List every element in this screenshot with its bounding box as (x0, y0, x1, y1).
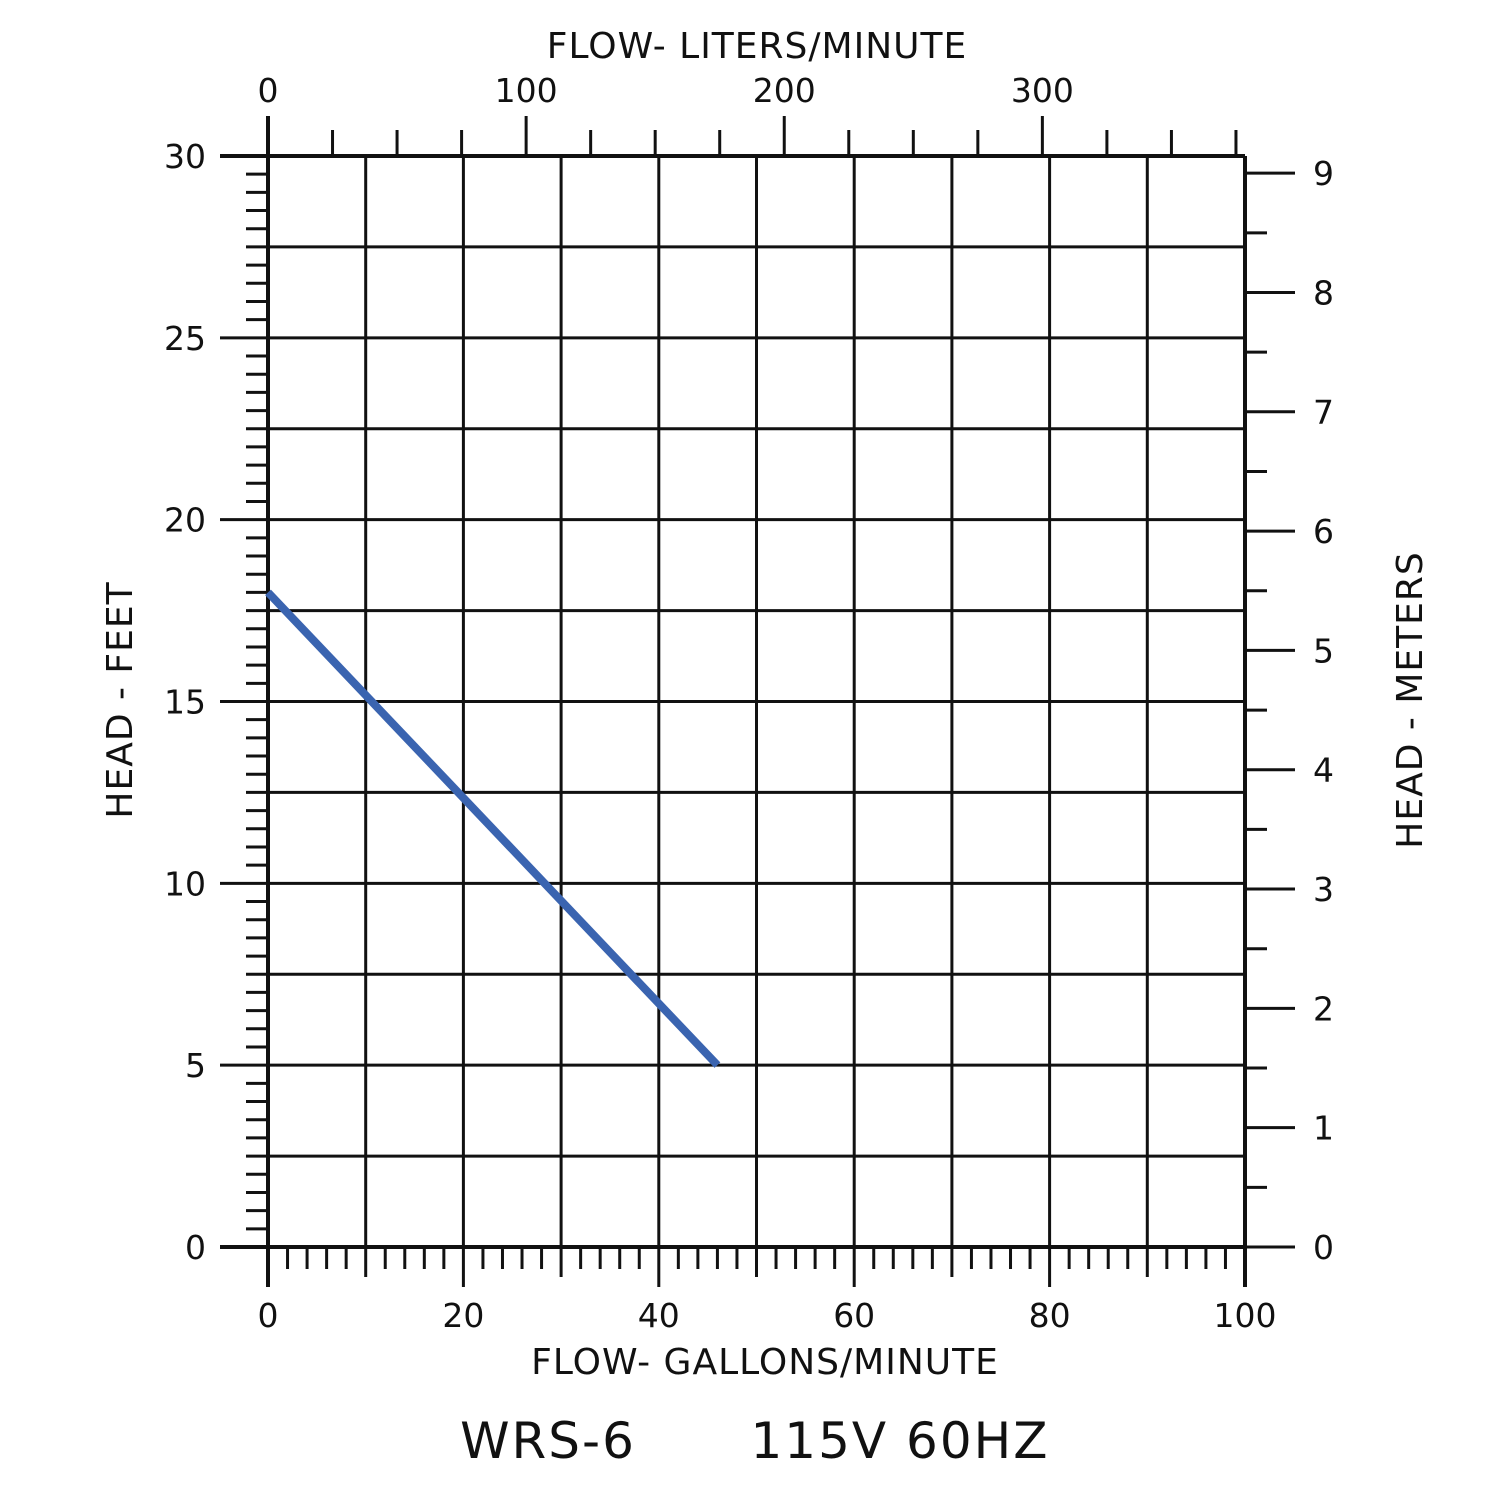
grid-lines (268, 156, 1245, 1247)
y-axis-title-left: HEAD - FEET (100, 581, 141, 818)
x-bottom-tick-label: 0 (258, 1296, 279, 1335)
x-top-tick-label: 300 (1011, 71, 1074, 110)
model-caption: WRS-6 (460, 1412, 636, 1470)
y-left-tick-label: 30 (164, 137, 206, 176)
power-caption: 115V 60HZ (750, 1412, 1049, 1470)
y-right-tick-label: 5 (1313, 631, 1334, 670)
y-right-tick-label: 3 (1313, 870, 1334, 909)
y-right-tick-label: 9 (1313, 154, 1334, 193)
y-left-tick-label: 25 (164, 319, 206, 358)
x-bottom-tick-label: 100 (1214, 1296, 1277, 1335)
pump-curve-line (265, 589, 721, 1068)
x-bottom-tick-label: 40 (638, 1296, 680, 1335)
y-left-tick-label: 0 (185, 1228, 206, 1267)
axis-ticks (220, 116, 1295, 1287)
y-right-tick-label: 4 (1313, 751, 1334, 790)
y-left-tick-label: 10 (164, 864, 206, 903)
y-left-tick-label: 15 (164, 683, 206, 722)
y-right-tick-label: 0 (1313, 1228, 1334, 1267)
y-right-tick-label: 2 (1313, 989, 1334, 1028)
y-left-tick-label: 5 (185, 1046, 206, 1085)
x-bottom-tick-label: 20 (442, 1296, 484, 1335)
x-axis-title-top: FLOW- LITERS/MINUTE (547, 26, 967, 67)
y-axis-title-right: HEAD - METERS (1390, 551, 1431, 848)
x-top-tick-label: 200 (753, 71, 816, 110)
x-axis-title-bottom: FLOW- GALLONS/MINUTE (531, 1342, 999, 1383)
y-right-tick-label: 8 (1313, 273, 1334, 312)
x-top-tick-label: 0 (258, 71, 279, 110)
x-bottom-tick-label: 60 (833, 1296, 875, 1335)
y-right-tick-label: 1 (1313, 1109, 1334, 1148)
series-layer (265, 589, 721, 1068)
y-left-tick-label: 20 (164, 501, 206, 540)
y-right-tick-label: 6 (1313, 512, 1334, 551)
x-top-tick-label: 100 (495, 71, 558, 110)
y-right-tick-label: 7 (1313, 393, 1334, 432)
x-bottom-tick-label: 80 (1029, 1296, 1071, 1335)
